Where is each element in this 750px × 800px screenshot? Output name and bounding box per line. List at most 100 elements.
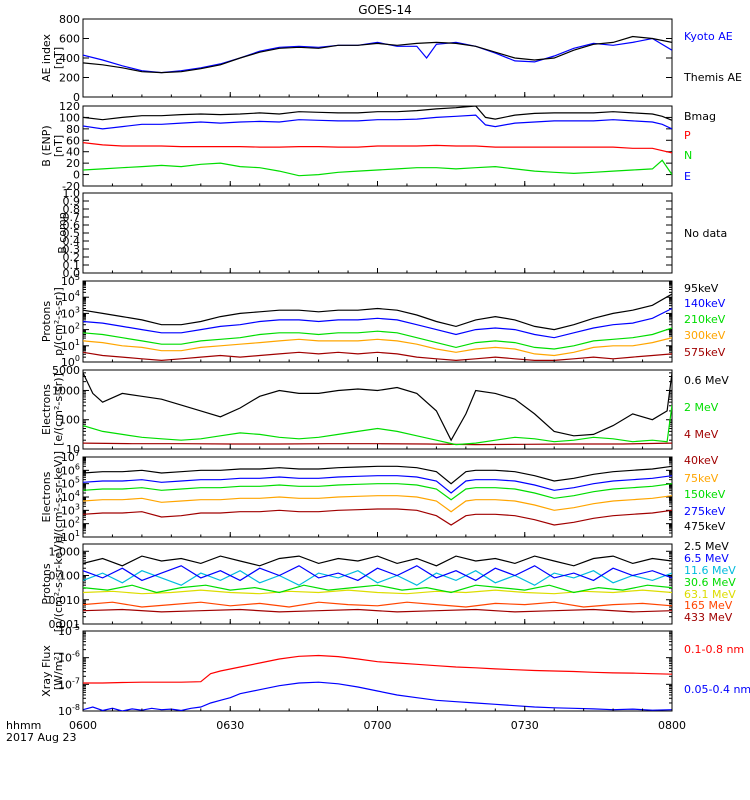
- y-tick-label: -20: [62, 180, 80, 193]
- series-line-4-mev: [83, 442, 672, 446]
- y-axis-label: [nT]: [52, 135, 65, 157]
- series-line-0-05-0-4-nm: [83, 681, 672, 711]
- series-line-p: [83, 142, 672, 154]
- series-group: [83, 654, 672, 711]
- y-tick-exponent: 2: [75, 516, 80, 525]
- series-line-40kev: [83, 508, 672, 526]
- y-tick-exponent: 3: [75, 502, 80, 511]
- series-line-2-5-mev: [83, 555, 672, 567]
- y-tick-exponent: -8: [72, 703, 80, 712]
- y-tick-label: 0.8: [63, 203, 81, 216]
- y-tick-label: 60: [66, 134, 80, 147]
- y-tick-label: 10-8: [58, 703, 80, 718]
- panel-frame: [82, 192, 673, 274]
- y-axis-label: [nT]: [52, 47, 65, 69]
- series-line-75kev: [83, 495, 672, 513]
- y-tick-exponent: 4: [75, 289, 80, 298]
- panel-frame: [82, 456, 673, 538]
- panel-bcomp: 0.00.10.20.30.40.50.60.70.80.91.0 B comp N…: [56, 187, 727, 280]
- y-tick-exponent: -5: [72, 623, 80, 632]
- y-tick-label: 5000: [52, 364, 80, 377]
- legend-label: 63.1 MeV: [684, 588, 736, 601]
- y-tick-label: 0.7: [63, 211, 81, 224]
- series-line-0-6-mev: [83, 372, 672, 442]
- time-axis-label: hhmm: [6, 719, 41, 732]
- y-axis-label: B comp: [56, 212, 69, 254]
- y-axis-label: AE index: [40, 33, 53, 82]
- legend-label: 150keV: [684, 488, 726, 501]
- y-axis-label: Xray Flux: [40, 645, 53, 697]
- legend-label: 433 MeV: [684, 611, 733, 624]
- series-line-210kev: [83, 327, 672, 350]
- series-line-275kev: [83, 475, 672, 494]
- legend-label: 0.05-0.4 nm: [684, 683, 750, 696]
- legend-label: P: [684, 129, 691, 142]
- panel-electrons_mev: 10 100 1000 5000 Electrons [e/(cm²-s-sr)] 0.6 …: [40, 364, 729, 456]
- series-group: [83, 372, 672, 446]
- y-tick-label: 0.001: [49, 618, 81, 631]
- legend-label: E: [684, 170, 691, 183]
- legend-label: 0.6 MeV: [684, 374, 729, 387]
- legend-label: 30.6 MeV: [684, 576, 736, 589]
- y-tick-label: 20: [66, 157, 80, 170]
- chart-title: GOES-14: [358, 3, 412, 17]
- y-tick-exponent: 3: [75, 305, 80, 314]
- x-tick-label: 0800: [658, 719, 686, 732]
- y-axis-label: p/(cm²-s-sr)]: [52, 287, 65, 356]
- no-data-label: No data: [684, 227, 727, 240]
- y-tick-label: 800: [59, 13, 80, 26]
- series-line-6-5-mev: [83, 565, 672, 582]
- y-tick-label: 0: [73, 169, 80, 182]
- y-axis-label: B (ENP): [40, 125, 53, 166]
- x-tick-label: 0700: [364, 719, 392, 732]
- legend-label: 11.6 MeV: [684, 564, 736, 577]
- series-group: [83, 106, 672, 177]
- series-line-150kev: [83, 483, 672, 501]
- legend-label: Kyoto AE: [684, 30, 733, 43]
- y-tick-exponent: -6: [72, 650, 80, 659]
- legend-label: 165 MeV: [684, 599, 733, 612]
- legend-label: 140keV: [684, 297, 726, 310]
- series-line-575kev: [83, 351, 672, 362]
- date-label: 2017 Aug 23: [6, 731, 76, 744]
- y-tick-label: 0.5: [63, 227, 81, 240]
- y-tick-label: 80: [66, 123, 80, 136]
- y-tick-label: 0.100: [49, 570, 81, 583]
- y-tick-label: 1.0: [63, 187, 81, 200]
- y-tick-label: 0.6: [63, 219, 81, 232]
- y-axis-label: [W/m²]: [52, 652, 65, 690]
- y-tick-exponent: 1: [75, 338, 80, 347]
- y-tick-label: 0.010: [49, 594, 81, 607]
- legend-label: Themis AE: [683, 71, 742, 84]
- series-group: [83, 465, 672, 526]
- panel-protons_mev: 0.001 0.010 0.100 1.000 Protons [p/(cm²-s-sr-…: [40, 536, 736, 633]
- y-tick-label: 100: [59, 111, 80, 124]
- series-line-0-1-0-8-nm: [83, 654, 672, 684]
- y-tick-label: 0.4: [63, 235, 81, 248]
- legend-label: 75keV: [684, 472, 719, 485]
- legend-label: 95keV: [684, 282, 719, 295]
- legend-label: 2 MeV: [684, 401, 719, 414]
- y-tick-label: 105: [61, 273, 80, 288]
- y-tick-label: 10: [66, 443, 80, 456]
- y-tick-label: 0.2: [63, 251, 81, 264]
- legend-label: Bmag: [684, 110, 716, 123]
- y-tick-label: 0.9: [63, 195, 81, 208]
- series-group: [83, 555, 672, 613]
- y-axis-label: Protons: [40, 563, 53, 604]
- legend-label: 4 MeV: [684, 428, 719, 441]
- series-line-30-6-mev: [83, 584, 672, 594]
- x-tick-label: 0600: [69, 719, 97, 732]
- y-tick-exponent: 0: [75, 354, 80, 363]
- legend-label: 475keV: [684, 520, 726, 533]
- y-axis-label: Electrons: [40, 384, 53, 435]
- y-axis-label: Protons: [40, 301, 53, 342]
- series-line-2-mev: [83, 405, 672, 446]
- y-tick-label: 0.0: [63, 267, 81, 280]
- panel-frame: [82, 630, 673, 712]
- legend-label: N: [684, 149, 692, 162]
- y-tick-label: 400: [59, 52, 80, 65]
